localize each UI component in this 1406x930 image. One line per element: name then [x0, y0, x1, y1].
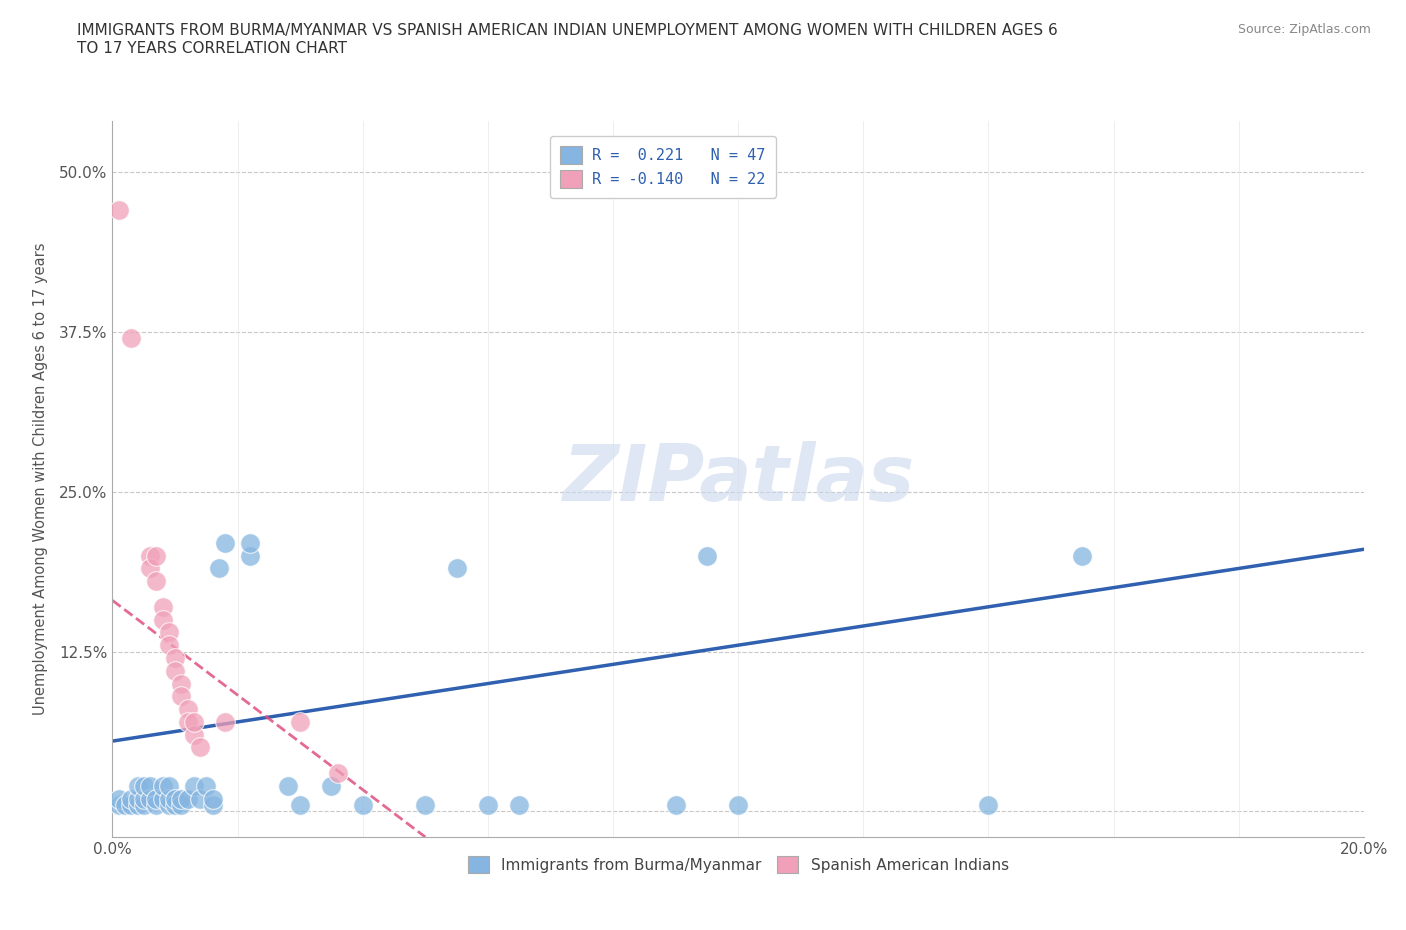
- Point: [188, 791, 211, 806]
- Legend: Immigrants from Burma/Myanmar, Spanish American Indians: Immigrants from Burma/Myanmar, Spanish A…: [461, 850, 1015, 880]
- Point: [139, 791, 162, 806]
- Point: [157, 791, 180, 806]
- Point: [321, 778, 343, 793]
- Point: [176, 702, 198, 717]
- Point: [120, 331, 142, 346]
- Point: [107, 791, 129, 806]
- Point: [352, 798, 374, 813]
- Point: [152, 612, 174, 627]
- Point: [183, 778, 205, 793]
- Point: [183, 727, 205, 742]
- Point: [152, 791, 174, 806]
- Point: [132, 791, 155, 806]
- Point: [477, 798, 499, 813]
- Point: [127, 798, 149, 813]
- Point: [139, 561, 162, 576]
- Point: [664, 798, 686, 813]
- Point: [145, 791, 167, 806]
- Point: [120, 798, 142, 813]
- Point: [157, 798, 180, 813]
- Point: [170, 791, 193, 806]
- Point: [277, 778, 299, 793]
- Text: IMMIGRANTS FROM BURMA/MYANMAR VS SPANISH AMERICAN INDIAN UNEMPLOYMENT AMONG WOME: IMMIGRANTS FROM BURMA/MYANMAR VS SPANISH…: [77, 23, 1059, 56]
- Point: [157, 625, 180, 640]
- Point: [163, 791, 186, 806]
- Point: [727, 798, 749, 813]
- Point: [163, 798, 186, 813]
- Point: [176, 791, 198, 806]
- Text: ZIPatlas: ZIPatlas: [562, 441, 914, 517]
- Y-axis label: Unemployment Among Women with Children Ages 6 to 17 years: Unemployment Among Women with Children A…: [32, 243, 48, 715]
- Point: [163, 651, 186, 666]
- Text: Source: ZipAtlas.com: Source: ZipAtlas.com: [1237, 23, 1371, 36]
- Point: [132, 778, 155, 793]
- Point: [208, 561, 231, 576]
- Point: [446, 561, 468, 576]
- Point: [170, 689, 193, 704]
- Point: [290, 714, 312, 729]
- Point: [170, 798, 193, 813]
- Point: [201, 791, 224, 806]
- Point: [107, 798, 129, 813]
- Point: [195, 778, 218, 793]
- Point: [139, 778, 162, 793]
- Point: [415, 798, 437, 813]
- Point: [145, 798, 167, 813]
- Point: [696, 549, 718, 564]
- Point: [127, 778, 149, 793]
- Point: [183, 714, 205, 729]
- Point: [152, 778, 174, 793]
- Point: [239, 549, 262, 564]
- Point: [239, 536, 262, 551]
- Point: [157, 778, 180, 793]
- Point: [508, 798, 530, 813]
- Point: [163, 663, 186, 678]
- Point: [152, 600, 174, 615]
- Point: [114, 798, 136, 813]
- Point: [176, 714, 198, 729]
- Point: [170, 676, 193, 691]
- Point: [201, 798, 224, 813]
- Point: [1071, 549, 1094, 564]
- Point: [120, 791, 142, 806]
- Point: [326, 765, 349, 780]
- Point: [139, 549, 162, 564]
- Point: [214, 714, 236, 729]
- Point: [107, 203, 129, 218]
- Point: [157, 638, 180, 653]
- Point: [214, 536, 236, 551]
- Point: [188, 740, 211, 755]
- Point: [145, 549, 167, 564]
- Point: [145, 574, 167, 589]
- Point: [290, 798, 312, 813]
- Point: [977, 798, 1000, 813]
- Point: [132, 798, 155, 813]
- Point: [127, 791, 149, 806]
